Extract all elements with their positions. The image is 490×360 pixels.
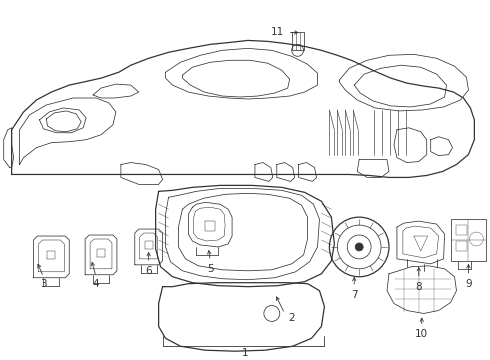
Bar (292, 32, 304, 50)
Text: 11: 11 (271, 27, 284, 37)
Text: 9: 9 (465, 279, 472, 289)
Bar (450, 219, 486, 261)
Text: 5: 5 (207, 264, 214, 274)
Text: 8: 8 (416, 282, 422, 292)
Text: 10: 10 (415, 329, 428, 339)
Text: 1: 1 (242, 348, 248, 358)
Bar (456, 225, 467, 235)
Text: 2: 2 (288, 314, 295, 323)
Text: 6: 6 (146, 266, 152, 276)
Bar (456, 241, 467, 251)
Circle shape (355, 243, 363, 251)
Text: 7: 7 (351, 289, 358, 300)
Text: 4: 4 (93, 279, 99, 289)
Text: 3: 3 (40, 279, 47, 289)
